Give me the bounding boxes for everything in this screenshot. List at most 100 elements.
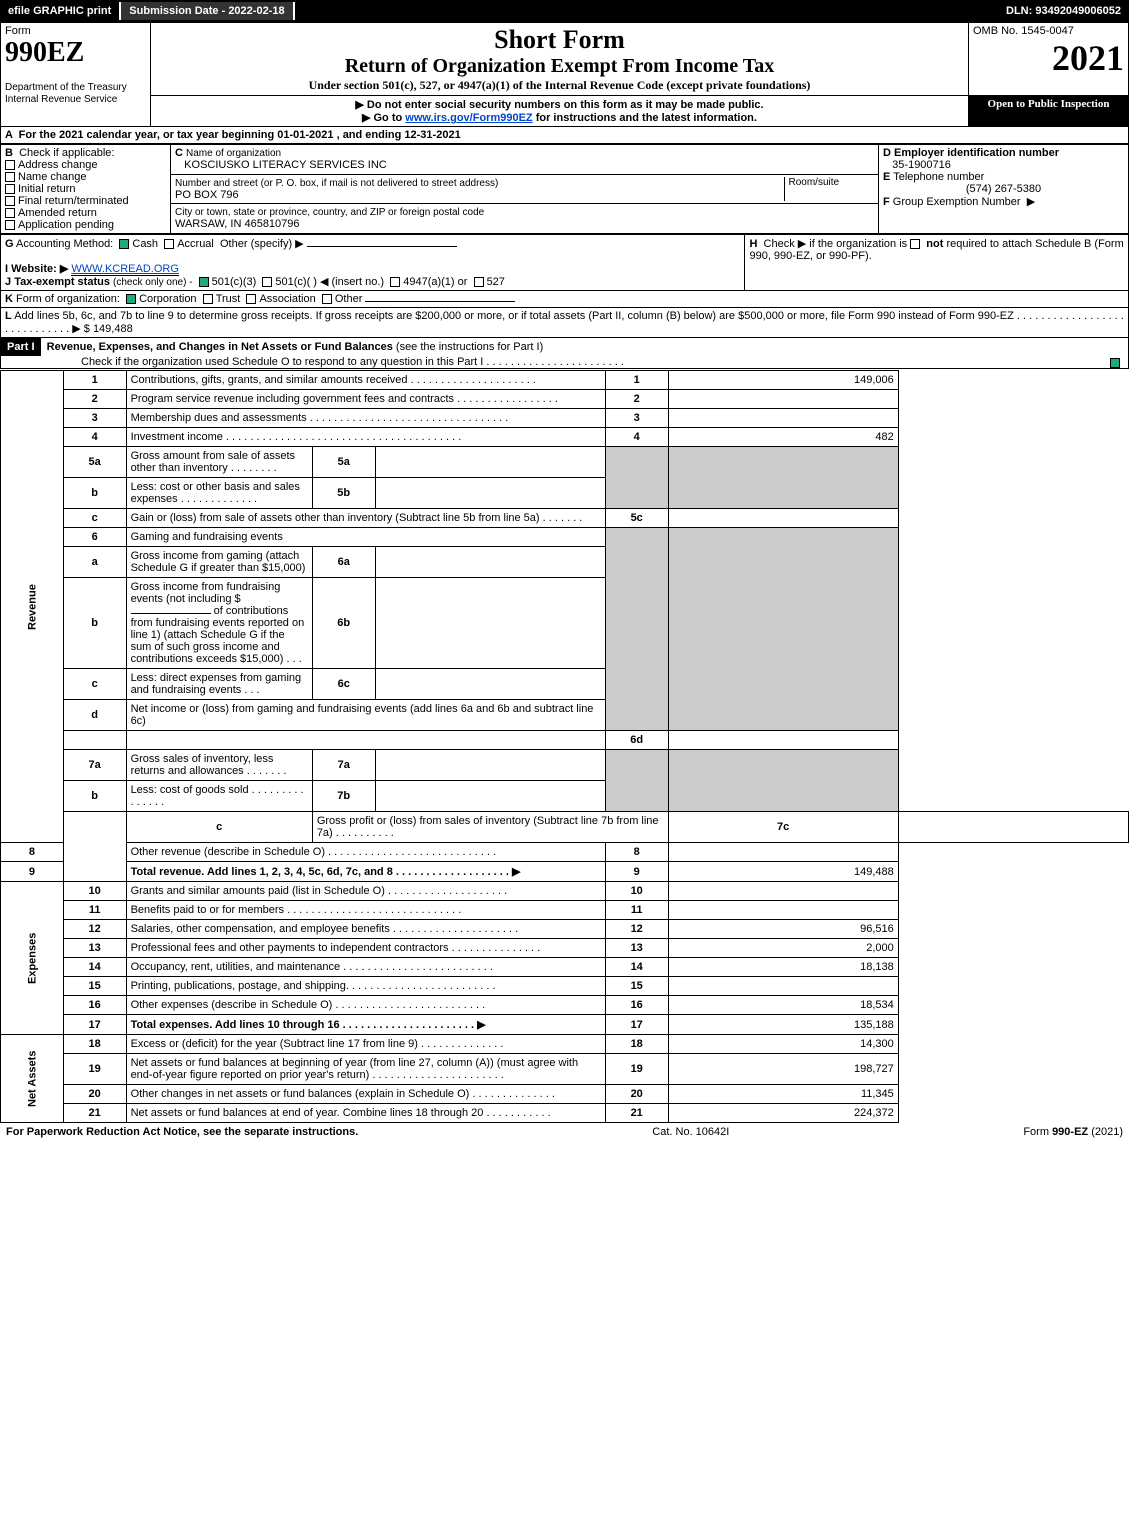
header-table: Form 990EZ Department of the Treasury In… — [0, 22, 1129, 127]
dln-label: DLN: 93492049006052 — [998, 2, 1129, 20]
section-l: L Add lines 5b, 6c, and 7b to line 9 to … — [0, 308, 1129, 338]
section-a: A For the 2021 calendar year, or tax yea… — [0, 127, 1129, 144]
line-17-desc: Total expenses. Add lines 10 through 16 … — [126, 1015, 605, 1035]
checkbox-initial-return[interactable] — [5, 184, 15, 194]
checkbox-app-pending[interactable] — [5, 220, 15, 230]
line-6c-box: 6c — [312, 669, 375, 700]
line-20-desc: Other changes in net assets or fund bala… — [126, 1085, 605, 1104]
h-text: Check ▶ if the organization is — [764, 238, 911, 250]
city-label: City or town, state or province, country… — [175, 207, 484, 218]
g-accrual: Accrual — [177, 238, 214, 250]
website-link[interactable]: WWW.KCREAD.ORG — [71, 263, 179, 276]
g-cash: Cash — [132, 238, 158, 250]
line-1-num: 1 — [63, 371, 126, 390]
line-14-amt: 18,138 — [668, 958, 898, 977]
d-label: Employer identification number — [894, 147, 1059, 159]
k-label: Form of organization: — [16, 293, 120, 305]
line-6d-desc: Net income or (loss) from gaming and fun… — [126, 700, 605, 731]
line-7c-desc: Gross profit or (loss) from sales of inv… — [312, 812, 668, 843]
section-b: B Check if applicable: Address change Na… — [1, 145, 171, 234]
line-7b-box: 7b — [312, 781, 375, 812]
room-label: Room/suite — [784, 177, 874, 201]
section-a-text: For the 2021 calendar year, or tax year … — [19, 129, 461, 141]
line-12-amt: 96,516 — [668, 920, 898, 939]
k-corp: Corporation — [139, 293, 196, 305]
j-527: 527 — [487, 276, 505, 288]
phone-value: (574) 267-5380 — [883, 183, 1124, 195]
k-assoc: Association — [259, 293, 315, 305]
checkbox-501c[interactable] — [262, 277, 272, 287]
line-7a-desc: Gross sales of inventory, less returns a… — [126, 750, 312, 781]
submission-tab[interactable]: Submission Date - 2022-02-18 — [121, 2, 294, 20]
part-i-note: (see the instructions for Part I) — [396, 341, 543, 353]
checkbox-4947[interactable] — [390, 277, 400, 287]
omb-cell: OMB No. 1545-0047 2021 — [969, 23, 1129, 96]
line-21-amt: 224,372 — [668, 1104, 898, 1123]
opt-initial-return: Initial return — [18, 183, 75, 195]
line-13-amt: 2,000 — [668, 939, 898, 958]
checkbox-cash[interactable] — [119, 239, 129, 249]
e-label: Telephone number — [893, 171, 984, 183]
checkbox-schedule-o[interactable] — [1110, 358, 1120, 368]
ssn-warning: Do not enter social security numbers on … — [155, 98, 964, 111]
goto-pre: Go to — [362, 112, 405, 124]
j-501c: 501(c)( ) ◀ (insert no.) — [275, 276, 384, 288]
form-number: 990EZ — [5, 37, 84, 68]
line-1-desc: Contributions, gifts, grants, and simila… — [126, 371, 605, 390]
line-10-desc: Grants and similar amounts paid (list in… — [126, 882, 605, 901]
checkbox-accrual[interactable] — [164, 239, 174, 249]
checkbox-501c3[interactable] — [199, 277, 209, 287]
checkbox-amended[interactable] — [5, 208, 15, 218]
line-17-amt: 135,188 — [668, 1015, 898, 1035]
l-amount: $ 149,488 — [84, 323, 133, 335]
checkbox-h[interactable] — [910, 239, 920, 249]
line-8-desc: Other revenue (describe in Schedule O) .… — [126, 843, 605, 862]
goto-post: for instructions and the latest informat… — [536, 112, 757, 124]
k-other-input[interactable] — [365, 301, 515, 302]
street-value: PO BOX 796 — [175, 189, 239, 201]
sections-def: D Employer identification number 35-1900… — [879, 145, 1129, 234]
form-label: Form — [5, 25, 31, 37]
ein-value: 35-1900716 — [892, 159, 951, 171]
line-6d-amt — [668, 731, 898, 750]
g-other-input[interactable] — [307, 246, 457, 247]
line-5a-box: 5a — [312, 447, 375, 478]
instructions-cell: Do not enter social security numbers on … — [151, 96, 969, 127]
checkbox-name-change[interactable] — [5, 172, 15, 182]
checkbox-other-org[interactable] — [322, 294, 332, 304]
part-i-label: Part I — [1, 338, 41, 356]
line-19-amt: 198,727 — [668, 1054, 898, 1085]
street-label: Number and street (or P. O. box, if mail… — [175, 178, 498, 189]
opt-name-change: Name change — [18, 171, 87, 183]
line-16-amt: 18,534 — [668, 996, 898, 1015]
f-label: Group Exemption Number — [893, 196, 1021, 208]
line-5c-col: 5c — [605, 509, 668, 528]
line-6b-input[interactable] — [131, 613, 211, 614]
checkbox-address-change[interactable] — [5, 160, 15, 170]
checkbox-assoc[interactable] — [246, 294, 256, 304]
goto-link[interactable]: www.irs.gov/Form990EZ — [405, 112, 532, 124]
line-6-desc: Gaming and fundraising events — [126, 528, 605, 547]
line-11-amt — [668, 901, 898, 920]
line-5b-desc: Less: cost or other basis and sales expe… — [126, 478, 312, 509]
line-6b-box: 6b — [312, 578, 375, 669]
section-c-name: C Name of organization KOSCIUSKO LITERAC… — [171, 145, 879, 175]
section-c-city: City or town, state or province, country… — [171, 204, 879, 234]
efile-tab[interactable]: efile GRAPHIC print — [0, 2, 121, 20]
omb-number: OMB No. 1545-0047 — [973, 25, 1074, 37]
checkbox-corp[interactable] — [126, 294, 136, 304]
line-4-amt: 482 — [668, 428, 898, 447]
checkbox-final-return[interactable] — [5, 196, 15, 206]
j-label: Tax-exempt status — [14, 276, 110, 288]
line-11-desc: Benefits paid to or for members . . . . … — [126, 901, 605, 920]
line-3-amt — [668, 409, 898, 428]
sections-gh: G Accounting Method: Cash Accrual Other … — [0, 234, 1129, 291]
line-1-amt: 149,006 — [668, 371, 898, 390]
j-note: (check only one) - — [113, 277, 192, 288]
c-name-label: Name of organization — [186, 148, 281, 159]
opt-final-return: Final return/terminated — [18, 195, 129, 207]
line-13-desc: Professional fees and other payments to … — [126, 939, 605, 958]
opt-address-change: Address change — [18, 159, 98, 171]
checkbox-trust[interactable] — [203, 294, 213, 304]
checkbox-527[interactable] — [474, 277, 484, 287]
